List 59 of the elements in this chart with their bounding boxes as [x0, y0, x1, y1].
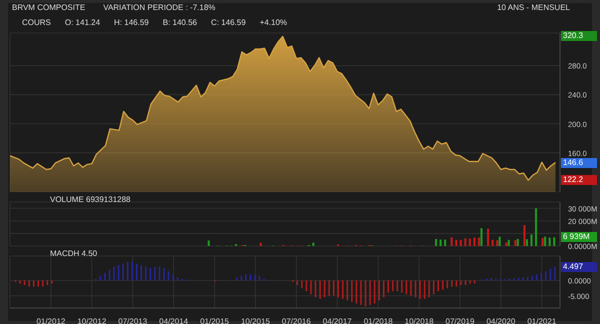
text: 146.6	[561, 158, 597, 168]
x-tick-label: 04/2020	[486, 317, 516, 324]
x-tick-label: 01/2012	[36, 317, 66, 324]
text: 4.497	[561, 262, 597, 272]
text: COURS	[22, 18, 51, 27]
chart-title: VOLUME 6939131288	[50, 195, 130, 204]
x-tick-label: 04/2017	[322, 317, 352, 324]
text: 320.3	[561, 31, 597, 42]
bar	[312, 242, 314, 246]
bar	[548, 238, 551, 246]
bar	[460, 240, 462, 246]
bar	[544, 236, 546, 246]
x-tick-label: 07/2019	[446, 317, 476, 324]
bar	[480, 228, 482, 246]
text: H: 146.59	[114, 18, 149, 27]
bar	[435, 238, 438, 246]
chart-subtitle: VARIATION PERIODE : -7.18%	[103, 3, 216, 12]
bar	[487, 228, 490, 246]
bar	[450, 237, 453, 246]
bar	[523, 225, 526, 246]
bar	[496, 240, 498, 246]
bar	[260, 242, 262, 246]
text: +4.10%	[260, 18, 288, 27]
bar	[526, 239, 528, 246]
bar	[492, 240, 494, 246]
bar	[553, 237, 556, 246]
bar	[440, 240, 442, 246]
bar	[514, 240, 516, 246]
bar	[505, 242, 508, 246]
bar	[508, 240, 510, 246]
x-tick-label: 10/2015	[240, 317, 270, 324]
bar	[498, 236, 501, 246]
x-tick-label: 01/2018	[364, 317, 394, 324]
x-tick-label: 01/2021	[527, 317, 557, 324]
text: 10 ANS - MENSUEL	[497, 3, 570, 12]
x-tick-label: 07/2016	[282, 317, 312, 324]
x-tick-label: 07/2013	[118, 317, 148, 324]
chart-title: BRVM COMPOSITE	[12, 3, 86, 12]
bar	[530, 234, 532, 246]
text: B: 140.56	[162, 18, 197, 27]
x-tick-label: 04/2014	[159, 317, 189, 324]
x-tick-label: 01/2015	[200, 317, 230, 324]
text: 6 939M	[561, 232, 597, 242]
bar	[455, 240, 458, 246]
text: 122.2	[561, 175, 597, 186]
bar	[542, 238, 544, 246]
text: C: 146.59	[210, 18, 246, 27]
text: O: 141.24	[64, 18, 100, 27]
bar	[464, 238, 466, 246]
bar	[468, 238, 471, 246]
bar	[473, 238, 476, 246]
chart-title: MACDH 4.50	[50, 249, 98, 258]
bar	[444, 240, 446, 246]
x-tick-label: 10/2012	[77, 317, 107, 324]
bar	[516, 238, 519, 246]
x-tick-label: 10/2018	[404, 317, 434, 324]
bar	[208, 240, 210, 246]
bar	[478, 238, 480, 246]
bar	[535, 208, 538, 246]
